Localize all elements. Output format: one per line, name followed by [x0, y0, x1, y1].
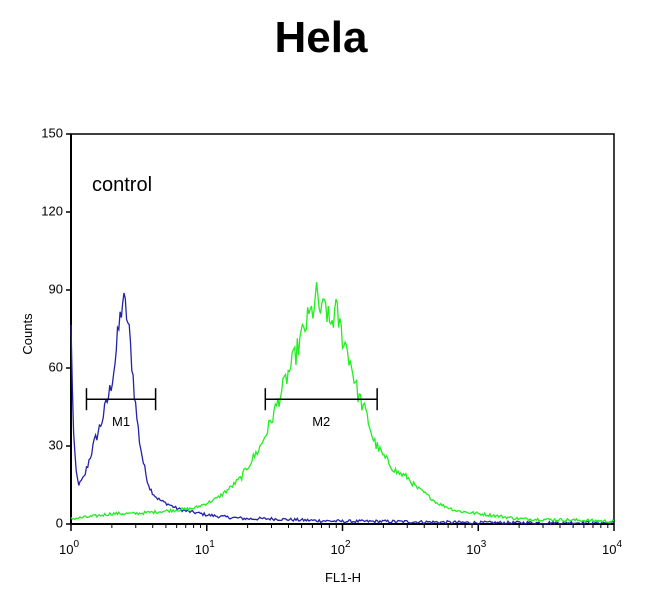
- gate-marker-m2: M2: [264, 388, 378, 429]
- histogram-series: [70, 282, 615, 526]
- x-tick-base: 10: [59, 542, 73, 557]
- plot-frame: [70, 133, 615, 525]
- y-tick-label: 30: [49, 437, 63, 452]
- chart-title: Hela: [275, 13, 368, 62]
- y-axis-title: Counts: [20, 313, 35, 355]
- y-tick-label: 150: [41, 125, 63, 140]
- x-tick-label: 104: [602, 539, 622, 557]
- x-tick-base: 10: [466, 542, 480, 557]
- x-tick-exponent: 0: [73, 539, 79, 550]
- y-axis-ticks: 0 30 60 90 120 150: [41, 125, 71, 530]
- x-tick-exponent: 1: [209, 539, 215, 550]
- gate-marker-m1: M1: [85, 388, 157, 429]
- x-tick-base: 10: [602, 542, 616, 557]
- x-tick-base: 10: [330, 542, 344, 557]
- gate-label: M2: [312, 414, 330, 429]
- gate-label: M1: [112, 414, 130, 429]
- x-axis-ticks: 100 101 102 103 104: [59, 524, 622, 557]
- x-axis-title: FL1-H: [325, 570, 361, 585]
- histogram-series-1: [70, 292, 615, 526]
- x-tick-exponent: 3: [481, 539, 487, 550]
- histogram-series-2: [70, 282, 615, 524]
- y-tick-label: 90: [49, 281, 63, 296]
- x-tick-label: 103: [466, 539, 486, 557]
- x-tick-label: 101: [195, 539, 215, 557]
- y-tick-label: 0: [56, 515, 63, 530]
- x-tick-label: 102: [330, 539, 350, 557]
- y-tick-label: 120: [41, 203, 63, 218]
- control-annotation: control: [92, 174, 152, 196]
- y-tick-label: 60: [49, 359, 63, 374]
- x-tick-label: 100: [59, 539, 79, 557]
- x-tick-exponent: 2: [345, 539, 351, 550]
- x-tick-base: 10: [195, 542, 209, 557]
- gate-markers: M1 M2: [85, 388, 378, 429]
- x-tick-exponent: 4: [616, 539, 622, 550]
